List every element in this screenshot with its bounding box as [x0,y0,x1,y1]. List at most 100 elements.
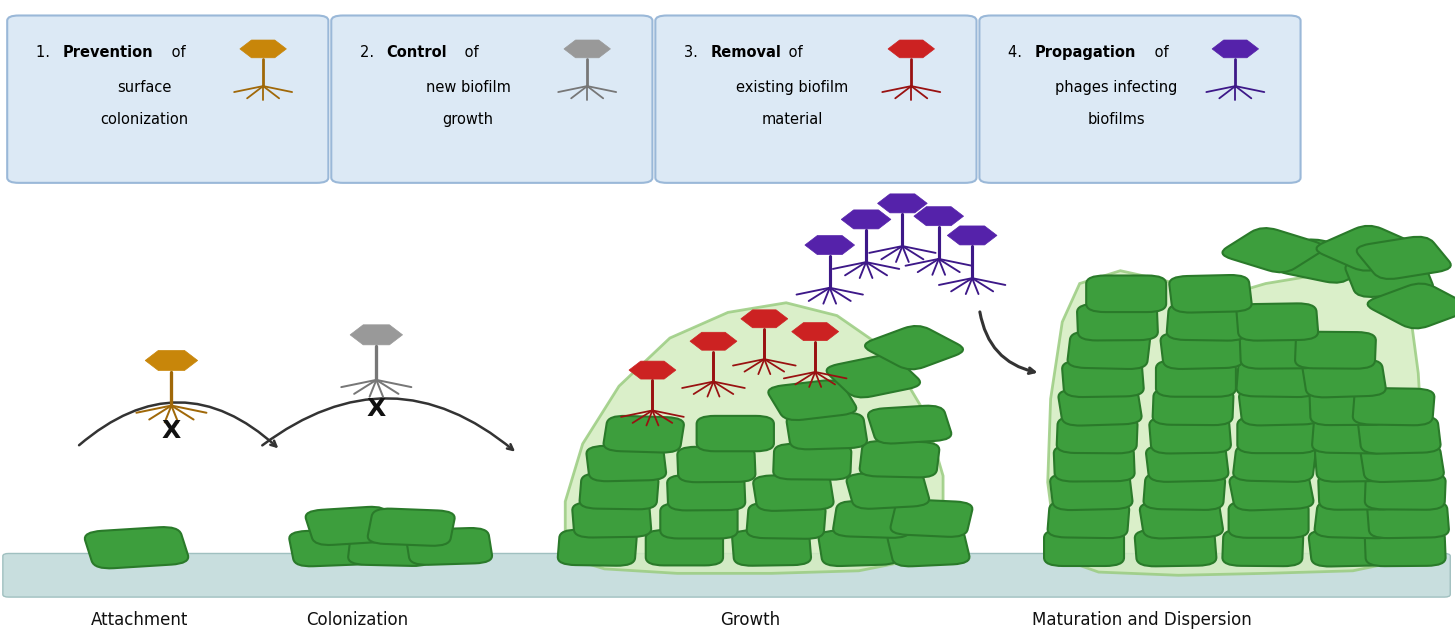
FancyBboxPatch shape [753,474,834,511]
FancyBboxPatch shape [1312,416,1393,453]
Text: of: of [460,45,479,60]
FancyBboxPatch shape [348,529,434,566]
FancyBboxPatch shape [368,509,454,545]
FancyBboxPatch shape [667,475,745,511]
Polygon shape [563,40,610,58]
Polygon shape [805,236,855,254]
Polygon shape [741,310,788,328]
Text: 4.: 4. [1009,45,1026,60]
FancyBboxPatch shape [833,501,913,538]
FancyBboxPatch shape [1146,444,1229,482]
FancyBboxPatch shape [1086,276,1166,312]
FancyBboxPatch shape [818,529,898,566]
FancyBboxPatch shape [1229,472,1313,510]
FancyBboxPatch shape [1054,444,1134,482]
FancyBboxPatch shape [572,502,651,538]
FancyBboxPatch shape [579,473,658,509]
FancyBboxPatch shape [846,471,929,509]
FancyBboxPatch shape [1309,388,1390,425]
FancyBboxPatch shape [1153,388,1233,425]
FancyBboxPatch shape [1236,360,1318,397]
Text: of: of [783,45,802,60]
FancyBboxPatch shape [3,553,1450,597]
FancyBboxPatch shape [1239,388,1322,426]
FancyBboxPatch shape [1059,388,1142,426]
FancyBboxPatch shape [747,503,826,539]
FancyBboxPatch shape [696,416,775,451]
FancyBboxPatch shape [332,15,652,183]
Text: colonization: colonization [100,112,188,128]
Text: Maturation and Dispersion: Maturation and Dispersion [1032,611,1252,629]
Polygon shape [914,207,964,225]
FancyBboxPatch shape [604,416,684,453]
FancyBboxPatch shape [1294,332,1376,368]
FancyBboxPatch shape [769,381,856,420]
FancyBboxPatch shape [306,507,395,545]
FancyBboxPatch shape [1160,332,1243,369]
Text: Growth: Growth [719,611,780,629]
FancyBboxPatch shape [1169,275,1252,312]
Text: biofilms: biofilms [1088,112,1144,128]
FancyBboxPatch shape [1057,417,1137,453]
FancyBboxPatch shape [1353,388,1434,425]
FancyBboxPatch shape [677,446,756,482]
FancyBboxPatch shape [646,530,724,565]
FancyBboxPatch shape [1309,529,1390,567]
FancyBboxPatch shape [1140,500,1223,538]
FancyBboxPatch shape [660,503,738,538]
FancyBboxPatch shape [1050,473,1133,510]
FancyBboxPatch shape [1364,529,1446,566]
FancyBboxPatch shape [1067,332,1150,369]
FancyBboxPatch shape [1315,501,1396,538]
FancyBboxPatch shape [888,529,970,566]
FancyBboxPatch shape [587,445,665,481]
Text: phages infecting: phages infecting [1056,80,1178,95]
FancyBboxPatch shape [1238,417,1318,453]
FancyBboxPatch shape [773,444,852,480]
FancyBboxPatch shape [1236,303,1318,341]
Text: surface: surface [116,80,172,95]
Text: growth: growth [443,112,494,128]
Polygon shape [565,303,943,573]
FancyBboxPatch shape [1357,237,1450,279]
FancyBboxPatch shape [1143,473,1224,510]
FancyBboxPatch shape [406,528,492,565]
FancyBboxPatch shape [859,441,939,477]
Polygon shape [629,361,676,379]
FancyBboxPatch shape [1166,303,1248,341]
Text: 2.: 2. [360,45,379,60]
Polygon shape [1048,270,1425,575]
Polygon shape [690,332,737,350]
Text: 1.: 1. [36,45,55,60]
Polygon shape [146,350,198,370]
Text: Prevention: Prevention [63,45,153,60]
Text: X: X [367,397,386,421]
FancyBboxPatch shape [1223,529,1303,566]
FancyBboxPatch shape [891,500,973,537]
FancyBboxPatch shape [1367,283,1456,328]
Text: of: of [167,45,186,60]
Polygon shape [792,323,839,341]
FancyBboxPatch shape [1364,473,1446,510]
FancyBboxPatch shape [1233,444,1316,482]
Text: Attachment: Attachment [90,611,188,629]
Text: existing biofilm: existing biofilm [735,80,849,95]
FancyBboxPatch shape [865,326,962,370]
Polygon shape [842,210,891,229]
FancyBboxPatch shape [1358,416,1440,453]
FancyBboxPatch shape [827,355,920,397]
FancyBboxPatch shape [1303,359,1386,397]
FancyBboxPatch shape [1316,226,1418,270]
Polygon shape [349,325,402,345]
Text: 3.: 3. [684,45,703,60]
FancyBboxPatch shape [732,530,811,565]
Text: Control: Control [386,45,447,60]
Text: Propagation: Propagation [1035,45,1136,60]
FancyBboxPatch shape [1149,416,1230,453]
FancyBboxPatch shape [1044,529,1124,566]
Text: material: material [761,112,823,128]
FancyBboxPatch shape [1318,473,1399,510]
FancyBboxPatch shape [1223,228,1324,272]
Polygon shape [948,226,997,245]
FancyBboxPatch shape [786,413,866,450]
